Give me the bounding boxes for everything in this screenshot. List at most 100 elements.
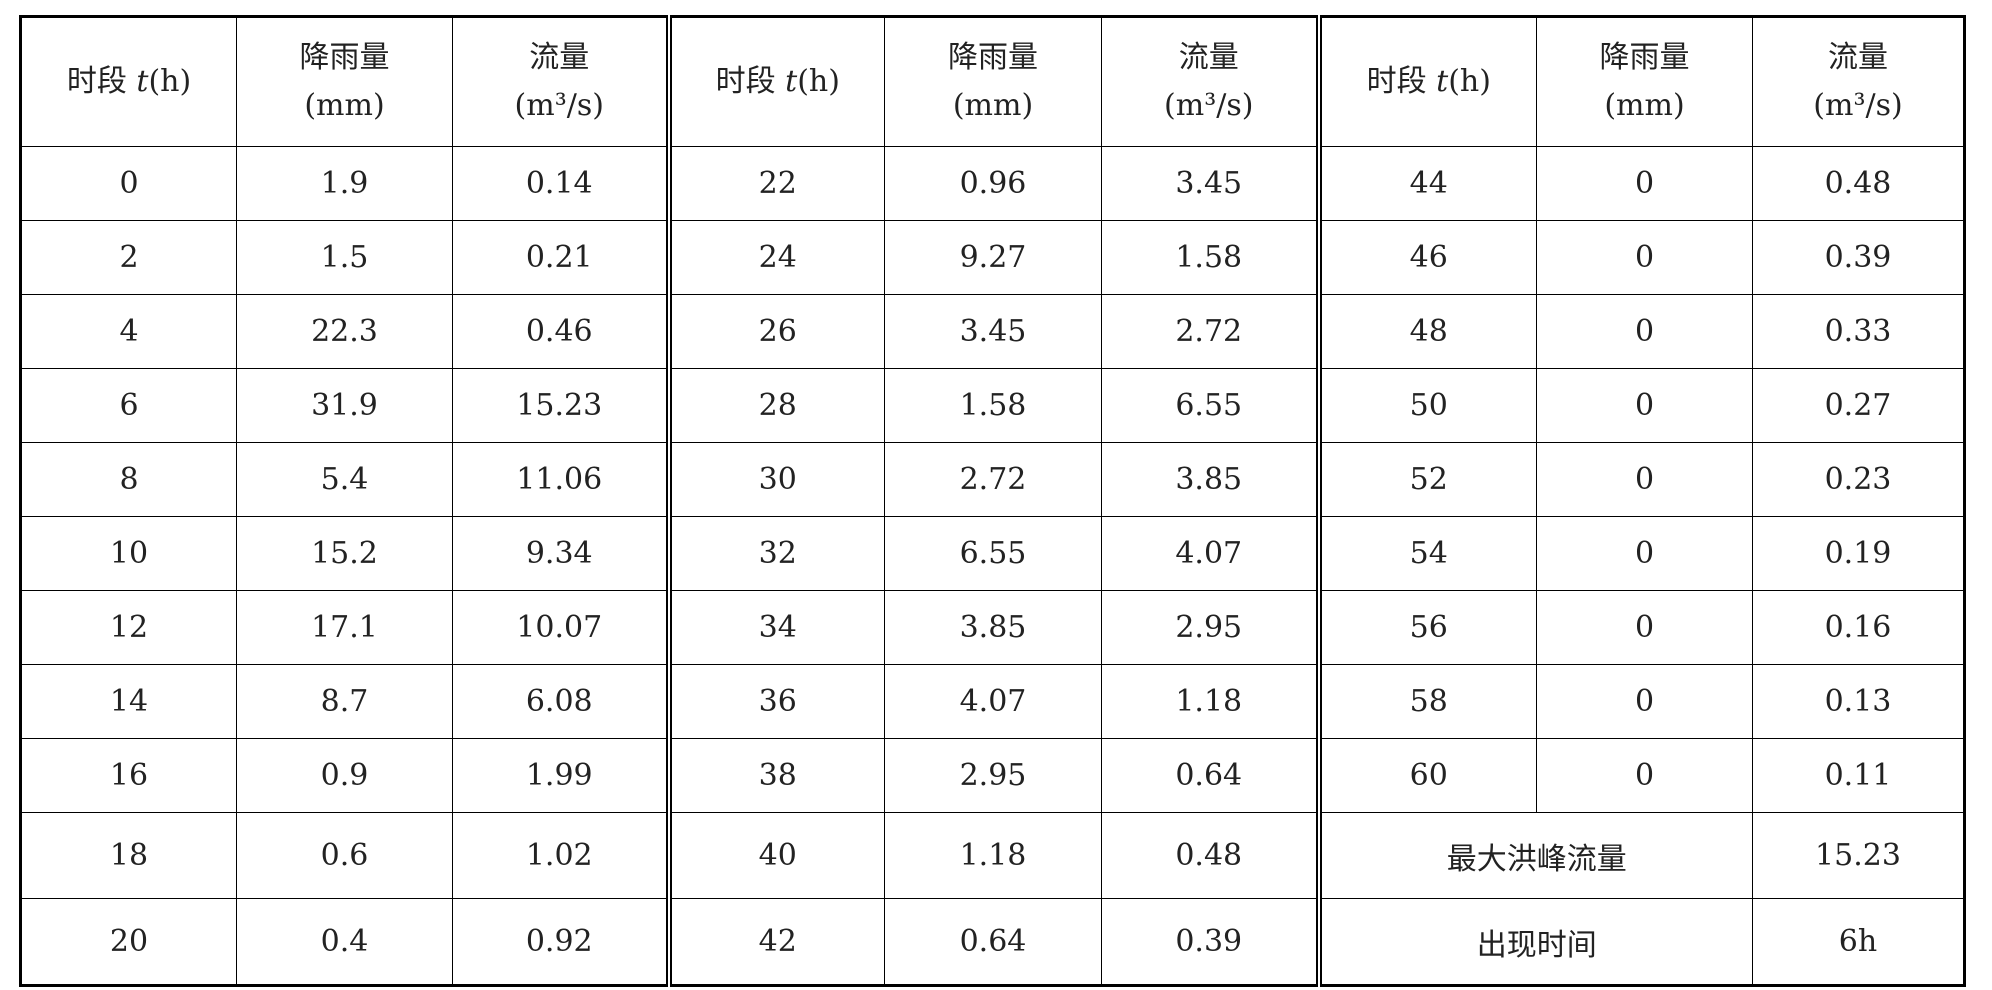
header-variable: t [136, 64, 149, 99]
header-unit: (mm) [1604, 88, 1685, 123]
table-cell: 28 [665, 368, 885, 443]
table-cell: 50 [1315, 368, 1537, 443]
table-cell: 1.9 [236, 146, 453, 221]
table-cell: 0.96 [884, 146, 1102, 221]
table-cell: 2.95 [884, 738, 1102, 813]
table-cell: 9.27 [884, 220, 1102, 295]
table-cell: 4 [20, 294, 237, 369]
table-cell: 15.2 [236, 516, 453, 591]
table-cell: 42 [665, 898, 885, 986]
header-row: 时段 t(h) 降雨量 (mm) 流量 (m³/s) 时段 t(h) 降雨量 (mm) 流量 (m… [20, 16, 1965, 147]
table-cell: 8 [20, 442, 237, 517]
table-cell: 14 [20, 664, 237, 739]
table-cell: 1.5 [236, 220, 453, 295]
table-cell: 18 [20, 812, 237, 899]
table-header: 时段 t(h) 降雨量 (mm) 流量 (m³/s) 时段 t(h) 降雨量 (mm) 流量 (m… [20, 16, 1965, 147]
header-label: 时段 [1366, 64, 1427, 99]
header-cell: 时段 t(h) [1315, 16, 1537, 147]
table-cell: 34 [665, 590, 885, 665]
summary-value: 15.23 [1752, 812, 1965, 899]
table-cell: 40 [665, 812, 885, 899]
header-unit: (mm) [952, 88, 1034, 123]
table-cell: 0.64 [884, 898, 1102, 986]
table-cell: 0.14 [452, 146, 669, 221]
table-cell: 0.23 [1752, 442, 1965, 517]
table-cell: 5.4 [236, 442, 453, 517]
table-cell: 6.55 [1101, 368, 1319, 443]
table-cell: 2.72 [1101, 294, 1319, 369]
table-cell: 12 [20, 590, 237, 665]
header-cell: 流量 (m³/s) [452, 16, 669, 147]
header-cell: 降雨量 (mm) [1536, 16, 1753, 147]
table-cell: 0.21 [452, 220, 669, 295]
header-unit: (m³/s) [514, 88, 604, 123]
table-cell: 3.45 [884, 294, 1102, 369]
table-cell: 0.27 [1752, 368, 1965, 443]
header-unit: (h) [148, 64, 192, 99]
table-cell: 15.23 [452, 368, 669, 443]
table-cell: 1.58 [884, 368, 1102, 443]
table-cell: 10 [20, 516, 237, 591]
header-unit: (m³/s) [1813, 88, 1903, 123]
table-cell: 24 [665, 220, 885, 295]
table-cell: 11.06 [452, 442, 669, 517]
header-unit: (mm) [304, 88, 385, 123]
header-unit: (m³/s) [1164, 88, 1254, 123]
header-cell: 流量 (m³/s) [1101, 16, 1319, 147]
table-cell: 58 [1315, 664, 1537, 739]
table-cell: 0 [1536, 738, 1753, 813]
header-cell: 降雨量 (mm) [884, 16, 1102, 147]
table-row: 14 8.7 6.08 36 4.07 1.18 58 0 0.13 [20, 664, 1965, 739]
table-cell: 0.33 [1752, 294, 1965, 369]
table-cell: 36 [665, 664, 885, 739]
table-cell: 0 [1536, 368, 1753, 443]
table-cell: 46 [1315, 220, 1537, 295]
table-cell: 1.99 [452, 738, 669, 813]
table-cell: 0.16 [1752, 590, 1965, 665]
table-cell: 0.11 [1752, 738, 1965, 813]
table-cell: 0.48 [1752, 146, 1965, 221]
table-cell: 0.19 [1752, 516, 1965, 591]
header-label: 时段 [715, 64, 776, 99]
table-cell: 0.92 [452, 898, 669, 986]
header-label: 降雨量 [299, 40, 390, 75]
table-cell: 3.85 [884, 590, 1102, 665]
header-cell: 降雨量 (mm) [236, 16, 453, 147]
table-cell: 0 [1536, 442, 1753, 517]
table-cell: 2.72 [884, 442, 1102, 517]
table-cell: 0.64 [1101, 738, 1319, 813]
table-row: 4 22.3 0.46 26 3.45 2.72 48 0 0.33 [20, 294, 1965, 369]
table-cell: 0 [1536, 294, 1753, 369]
table-cell: 44 [1315, 146, 1537, 221]
header-variable: t [1436, 64, 1449, 99]
table-cell: 10.07 [452, 590, 669, 665]
table-body: 0 1.9 0.14 22 0.96 3.45 44 0 0.48 2 1.5 0.21 24 9.27 1… [20, 146, 1965, 986]
table-cell: 0 [20, 146, 237, 221]
table-cell: 26 [665, 294, 885, 369]
table-row: 8 5.4 11.06 30 2.72 3.85 52 0 0.23 [20, 442, 1965, 517]
table-cell: 3.85 [1101, 442, 1319, 517]
table-cell: 6.08 [452, 664, 669, 739]
summary-label: 出现时间 [1315, 898, 1753, 986]
table-cell: 3.45 [1101, 146, 1319, 221]
table-cell: 16 [20, 738, 237, 813]
table-cell: 52 [1315, 442, 1537, 517]
data-table: 时段 t(h) 降雨量 (mm) 流量 (m³/s) 时段 t(h) 降雨量 (mm) 流量 (m… [19, 15, 1966, 987]
table-cell: 56 [1315, 590, 1537, 665]
table-row: 2 1.5 0.21 24 9.27 1.58 46 0 0.39 [20, 220, 1965, 295]
table-cell: 1.02 [452, 812, 669, 899]
table-cell: 30 [665, 442, 885, 517]
table-cell: 0.13 [1752, 664, 1965, 739]
table-cell: 17.1 [236, 590, 453, 665]
table-cell: 48 [1315, 294, 1537, 369]
table-cell: 6.55 [884, 516, 1102, 591]
header-label: 流量 [1828, 40, 1888, 75]
table-cell: 32 [665, 516, 885, 591]
table-cell: 8.7 [236, 664, 453, 739]
header-label: 时段 [66, 64, 127, 99]
table-row: 16 0.9 1.99 38 2.95 0.64 60 0 0.11 [20, 738, 1965, 813]
header-cell: 流量 (m³/s) [1752, 16, 1965, 147]
table-row: 18 0.6 1.02 40 1.18 0.48 最大洪峰流量 15.23 [20, 812, 1965, 899]
summary-label: 最大洪峰流量 [1315, 812, 1753, 899]
